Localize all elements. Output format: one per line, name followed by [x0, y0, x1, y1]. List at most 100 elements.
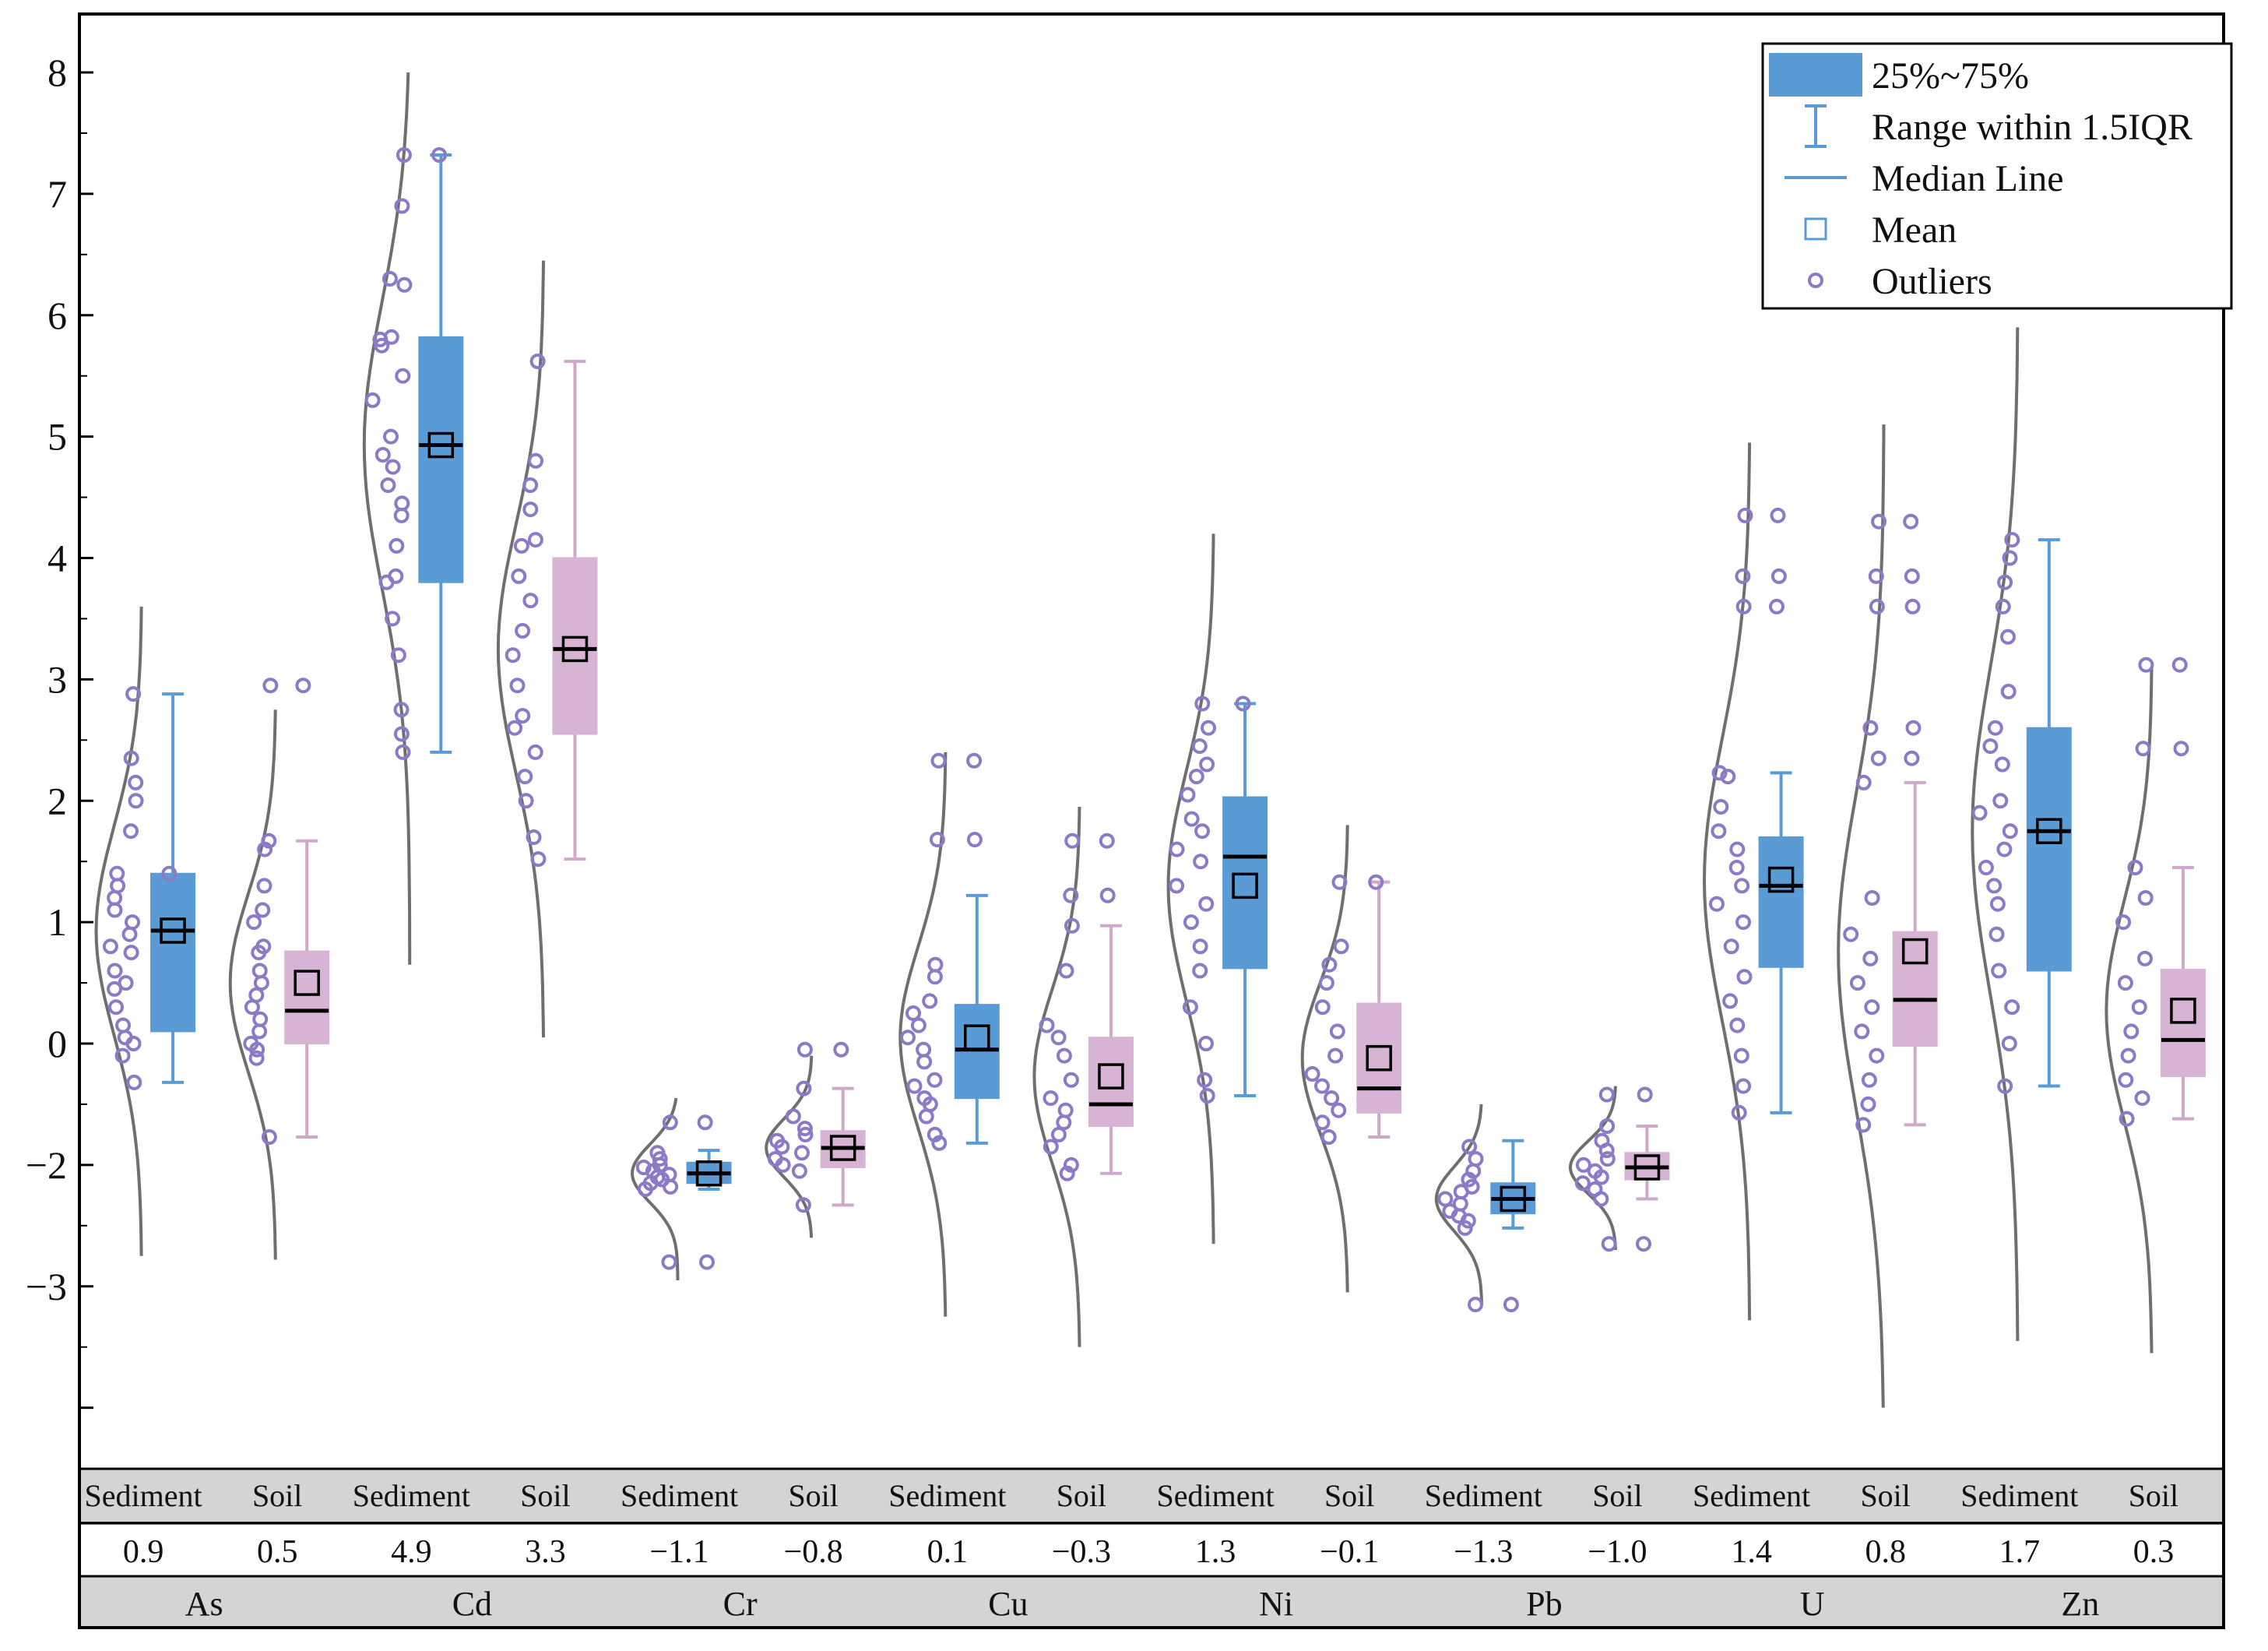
table-value: 0.1	[927, 1534, 969, 1570]
table-series-label: Soil	[1324, 1478, 1374, 1513]
plot-frame	[78, 12, 2225, 1629]
iqr-box	[552, 557, 598, 735]
outlier-point	[1862, 950, 1879, 966]
mean-marker	[561, 635, 589, 663]
outlier-point	[257, 841, 273, 857]
outlier-point	[118, 975, 134, 991]
outlier-point	[1043, 1139, 1059, 1155]
outlier-point	[261, 1129, 277, 1145]
outlier-point	[2123, 1023, 2140, 1040]
outlier-point	[1737, 507, 1753, 523]
outlier-point	[900, 1030, 916, 1046]
outlier-point	[662, 1114, 678, 1131]
table-value: 0.3	[2133, 1534, 2175, 1570]
outlier-point	[796, 1121, 813, 1137]
iqr-box	[1758, 836, 1804, 968]
outlier-point	[1321, 956, 1338, 973]
outlier-point	[2115, 914, 2132, 931]
outlier-point	[2004, 999, 2020, 1016]
outlier-point	[1099, 887, 1116, 903]
density-curve	[1837, 424, 1886, 1408]
outlier-point	[2127, 860, 2143, 875]
outlier-point	[1864, 890, 1880, 906]
legend-swatch-box	[1769, 53, 1862, 97]
outlier-point	[1575, 1156, 1591, 1173]
table-series-label: Sediment	[1693, 1478, 1810, 1513]
table-series-label: Soil	[252, 1478, 302, 1513]
outlier-point	[1199, 1088, 1215, 1104]
legend-swatch-outlier	[1808, 273, 1823, 288]
table-group-label: Zn	[2061, 1585, 2099, 1623]
outlier-point	[2118, 1072, 2134, 1088]
outlier-point	[1637, 1086, 1653, 1103]
outlier-point	[2137, 950, 2153, 966]
outlier-point	[396, 147, 412, 163]
outlier-point	[125, 686, 142, 702]
outlier-point	[930, 752, 947, 769]
y-tick-label: 1	[47, 900, 67, 944]
outlier-point	[1235, 695, 1251, 712]
outlier-point	[922, 993, 938, 1009]
density-curve	[362, 72, 412, 965]
outlier-point	[507, 720, 523, 736]
outlier-point	[1320, 1129, 1337, 1145]
outlier-point	[527, 744, 543, 760]
table-series-label: Soil	[1592, 1478, 1642, 1513]
table-value: 0.5	[257, 1534, 298, 1570]
outlier-point	[2173, 741, 2189, 757]
outlier-point	[246, 914, 262, 931]
outlier-point	[1194, 695, 1211, 712]
outlier-point	[1871, 513, 1887, 530]
outlier-point	[1735, 914, 1751, 931]
outlier-point	[1770, 507, 1786, 523]
outlier-point	[107, 980, 122, 997]
mean-marker	[294, 970, 320, 996]
outlier-point	[1769, 598, 1785, 614]
outlier-point	[2004, 532, 2020, 548]
outlier-point	[107, 963, 123, 979]
y-tick-label: 3	[47, 657, 67, 701]
outlier-point	[1997, 1078, 2013, 1094]
outlier-point	[796, 1080, 812, 1097]
outlier-points	[102, 147, 2189, 1313]
outlier-point	[785, 1108, 801, 1125]
outlier-point	[797, 1126, 814, 1142]
outlier-point	[1461, 1139, 1478, 1155]
outlier-point	[1468, 1297, 1483, 1313]
outlier-point	[652, 1151, 668, 1167]
density-curves	[94, 72, 2154, 1408]
outlier-point	[1982, 738, 1999, 755]
table-series-label: Soil	[788, 1478, 838, 1513]
outlier-point	[1904, 568, 1920, 584]
outlier-point	[1183, 811, 1200, 827]
outlier-point	[518, 793, 534, 809]
table-series-label: Sediment	[1960, 1478, 2078, 1513]
mean-marker	[695, 1160, 723, 1187]
outlier-point	[2138, 657, 2154, 673]
density-curve	[228, 709, 277, 1260]
outlier-point	[364, 392, 381, 408]
table-value: −0.3	[1052, 1534, 1111, 1570]
outlier-point	[1192, 963, 1208, 979]
table-row-series-bg	[79, 1469, 2224, 1523]
table-series-label: Sediment	[888, 1478, 1006, 1513]
outlier-point	[515, 708, 531, 724]
outlier-point	[121, 926, 138, 942]
outlier-point	[1861, 1072, 1877, 1088]
outlier-point	[1713, 799, 1729, 815]
outlier-point	[2131, 999, 2147, 1016]
outlier-point	[1997, 574, 2013, 590]
outlier-point	[251, 945, 267, 961]
outlier-point	[1870, 750, 1886, 766]
outlier-point	[1574, 1175, 1591, 1192]
table-series-label: Sediment	[353, 1478, 470, 1513]
outlier-point	[796, 1041, 813, 1058]
outlier-point	[791, 1163, 807, 1179]
outlier-point	[1191, 738, 1208, 755]
outlier-point	[380, 477, 396, 493]
table-value: 1.3	[1195, 1534, 1236, 1570]
outlier-point	[1869, 1047, 1885, 1064]
outlier-point	[2002, 823, 2018, 840]
density-curve	[94, 606, 143, 1256]
outlier-point	[663, 1178, 679, 1195]
